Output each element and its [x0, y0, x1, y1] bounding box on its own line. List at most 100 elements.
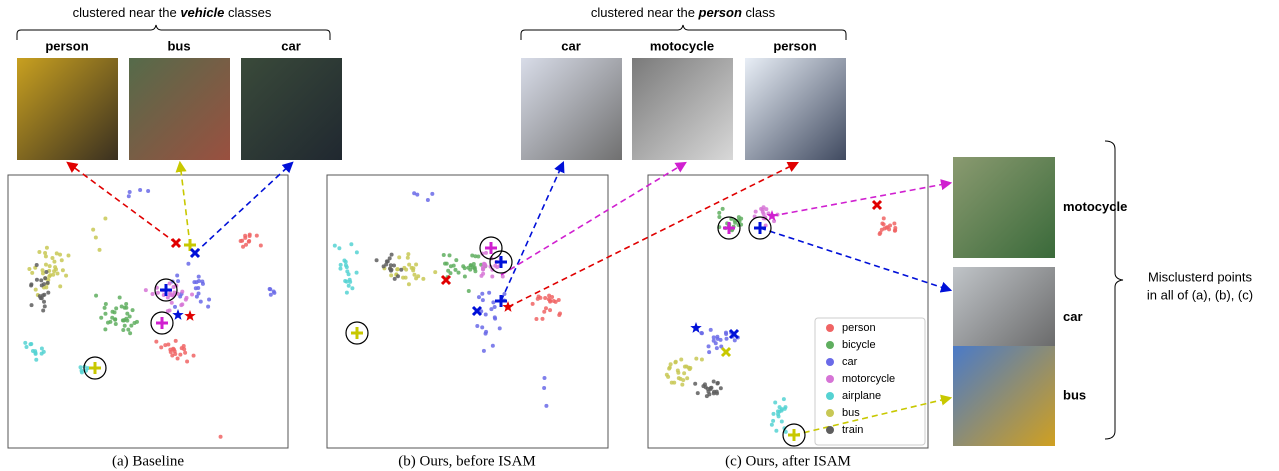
plus-marker — [156, 317, 168, 329]
scatter-point — [441, 253, 446, 258]
scatter-point — [480, 291, 485, 296]
scatter-point — [484, 250, 489, 255]
scatter-point — [777, 405, 782, 410]
caption: (a) Baseline — [112, 453, 184, 469]
scatter-point — [58, 252, 63, 257]
scatter-point — [491, 300, 496, 305]
scatter-point — [50, 255, 55, 260]
scatter-point — [388, 263, 393, 268]
scatter-point — [165, 309, 170, 314]
scatter-point — [200, 279, 205, 284]
scatter-point — [764, 207, 769, 212]
header-text: clustered near the — [73, 5, 181, 20]
scatter-point — [46, 290, 51, 295]
header-emphasis: vehicle — [180, 5, 224, 20]
x-marker — [440, 274, 452, 286]
scatter-point — [94, 293, 99, 298]
scatter-point — [389, 273, 394, 278]
scatter-point — [170, 293, 175, 298]
scatter-point — [350, 286, 355, 291]
scatter-point — [480, 267, 485, 272]
scatter-point — [179, 346, 184, 351]
scatter-point — [178, 352, 183, 357]
scatter-point — [530, 301, 535, 306]
scatter-point — [34, 277, 39, 282]
arrow — [500, 161, 687, 276]
scatter-point — [878, 230, 883, 235]
scatter-point — [412, 272, 417, 277]
highlight-circle — [150, 311, 174, 335]
scatter-point — [444, 261, 449, 266]
scatter-point — [693, 381, 698, 386]
scatter-point — [348, 279, 353, 284]
plot-frame — [7, 174, 289, 449]
scatter-point — [51, 272, 56, 277]
scatter-point — [711, 335, 716, 340]
scatter-point — [760, 209, 765, 214]
scatter-point — [391, 263, 396, 268]
scatter-point — [47, 274, 52, 279]
scatter-point — [416, 274, 421, 279]
scatter-point — [484, 329, 489, 334]
legend-label: bus — [842, 407, 860, 419]
scatter-point — [718, 386, 723, 391]
scatter-point — [430, 191, 435, 196]
scatter-point — [40, 271, 45, 276]
scatter-point — [476, 254, 481, 259]
thumbnail — [521, 58, 622, 160]
scatter-point — [495, 265, 500, 270]
legend-swatch — [826, 324, 834, 332]
scatter-point — [33, 349, 38, 354]
scatter-point — [502, 291, 507, 296]
scatter-point — [724, 336, 729, 341]
arrow — [500, 160, 565, 302]
scatter-point — [27, 267, 32, 272]
legend-swatch — [826, 426, 834, 434]
scatter-point — [471, 261, 476, 266]
note: Misclusterd points — [1148, 269, 1253, 284]
scatter-point — [893, 226, 898, 231]
scatter-point — [64, 273, 69, 278]
scatter-point — [196, 291, 201, 296]
scatter-point — [543, 306, 548, 311]
legend-label: motorcycle — [842, 373, 895, 385]
scatter-point — [715, 391, 720, 396]
star-marker — [184, 310, 196, 321]
header-text: classes — [224, 5, 271, 20]
scatter-point — [468, 263, 473, 268]
x-marker — [728, 328, 740, 340]
scatter-point — [190, 292, 195, 297]
scatter-point — [715, 380, 720, 385]
brace — [16, 24, 331, 40]
scatter-point — [241, 244, 246, 249]
legend-label: bicycle — [842, 339, 876, 351]
scatter-point — [143, 288, 148, 293]
scatter-point — [703, 385, 708, 390]
scatter-point — [534, 316, 539, 321]
scatter-point — [183, 350, 188, 355]
thumbnail — [745, 58, 846, 160]
header: clustered near the vehicle classes — [73, 5, 272, 20]
highlight-circle — [154, 278, 178, 302]
scatter-point — [679, 357, 684, 362]
scatter-point — [473, 254, 478, 259]
scatter-point — [113, 317, 118, 322]
plus-marker — [495, 256, 507, 268]
image-label: car — [1063, 309, 1083, 324]
scatter-point — [542, 375, 547, 380]
scatter-point — [389, 252, 394, 257]
scatter-point — [551, 299, 556, 304]
scatter-point — [543, 296, 548, 301]
scatter-point — [122, 323, 127, 328]
thumbnail — [241, 58, 342, 160]
scatter-point — [489, 307, 494, 312]
scatter-point — [472, 265, 477, 270]
scatter-point — [42, 299, 47, 304]
scatter-point — [403, 275, 408, 280]
scatter-point — [717, 210, 722, 215]
scatter-point — [481, 271, 486, 276]
scatter-point — [180, 289, 185, 294]
scatter-point — [490, 343, 495, 348]
scatter-point — [405, 255, 410, 260]
arrow — [66, 161, 177, 244]
